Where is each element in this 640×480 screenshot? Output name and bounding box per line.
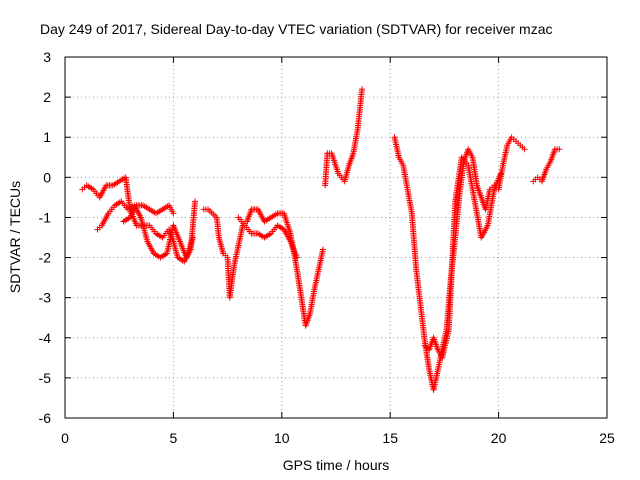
y-tick-label: 0 [43,169,51,185]
y-tick-label: -1 [39,209,52,225]
x-tick-label: 5 [170,430,178,446]
data-series [79,86,563,393]
x-tick-label: 20 [491,430,507,446]
y-tick-labels: -6 -5 -4 -3 -2 -1 0 1 2 3 [39,49,52,426]
series-track-g [391,134,528,393]
y-axis-label: SDTVAR / TECUs [7,181,23,293]
x-tick-label: 15 [382,430,398,446]
y-tick-label: 2 [43,89,51,105]
x-axis-label: GPS time / hours [283,457,390,473]
data-point [170,210,177,217]
series-track-d [200,206,326,329]
data-point [497,170,504,177]
chart-title: Day 249 of 2017, Sidereal Day-to-day VTE… [40,21,553,37]
data-point [189,234,196,241]
y-tick-label: -2 [39,250,52,266]
x-tick-label: 10 [274,430,290,446]
y-tick-label: -6 [39,410,52,426]
y-tick-label: -4 [39,330,52,346]
series-track-e [235,214,300,261]
series-track-h [421,154,504,361]
x-tick-label: 0 [61,430,69,446]
data-point [556,146,563,153]
data-point [319,246,326,253]
y-tick-label: -3 [39,290,52,306]
series-track-f [322,86,366,189]
data-point [359,86,366,93]
plot-frame [64,56,608,419]
series-track-c [120,202,177,225]
data-point [293,254,300,261]
data-point [521,146,528,153]
data-point [192,198,199,205]
y-tick-label: 1 [43,129,51,145]
series-track-i [530,146,563,185]
y-tick-label: -5 [39,370,52,386]
y-tick-label: 3 [43,49,51,65]
x-tick-labels: 0 5 10 15 20 25 [61,430,615,446]
x-tick-label: 25 [599,430,615,446]
